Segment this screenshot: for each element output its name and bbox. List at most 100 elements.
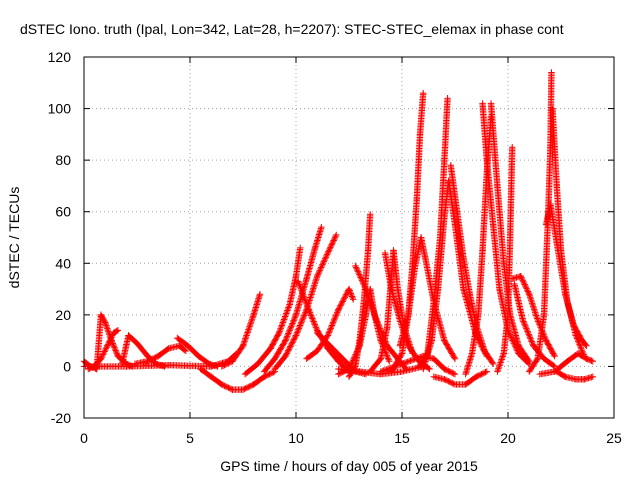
data-point: [441, 376, 448, 383]
data-point: [110, 343, 118, 350]
data-point: [331, 316, 338, 323]
data-point: [359, 278, 366, 286]
data-point: [524, 328, 531, 335]
data-point: [98, 354, 105, 361]
data-point: [355, 344, 363, 351]
data-point: [496, 362, 503, 369]
data-point: [324, 332, 331, 339]
series-33: [542, 200, 590, 349]
data-point: [104, 342, 111, 349]
data-point: [296, 281, 303, 288]
data-point: [221, 382, 228, 389]
data-point: [408, 357, 416, 364]
data-point: [286, 325, 294, 333]
data-point: [508, 335, 516, 343]
data-point: [335, 305, 343, 312]
data-point: [249, 314, 256, 322]
data-point: [242, 335, 249, 342]
data-point: [303, 300, 310, 307]
data-point: [247, 319, 255, 326]
data-point: [327, 244, 334, 251]
data-point: [310, 319, 318, 327]
data-point: [527, 335, 534, 342]
data-point: [426, 365, 433, 373]
data-point: [528, 338, 535, 345]
data-point: [103, 323, 110, 331]
data-point: [304, 303, 311, 310]
data-point: [304, 305, 312, 312]
data-point: [500, 351, 507, 359]
data-point: [281, 338, 288, 346]
data-point: [417, 353, 424, 361]
data-point: [282, 337, 289, 344]
data-point: [331, 234, 339, 241]
data-point: [307, 312, 315, 319]
data-point: [394, 362, 401, 369]
data-point: [482, 369, 489, 376]
data-markers: [80, 69, 596, 393]
data-point: [494, 366, 502, 374]
data-point: [289, 318, 297, 326]
data-point: [306, 307, 313, 315]
data-point: [243, 330, 251, 338]
data-point: [290, 317, 297, 324]
data-point: [523, 325, 530, 332]
data-point: [328, 323, 335, 331]
data-point: [442, 376, 449, 384]
data-point: [529, 339, 536, 347]
data-point: [330, 237, 337, 244]
data-point: [309, 316, 317, 324]
data-point: [542, 335, 549, 343]
data-point: [395, 361, 403, 369]
data-point: [246, 321, 254, 329]
data-point: [534, 316, 541, 324]
data-point: [111, 344, 118, 351]
data-point: [383, 352, 391, 359]
data-point: [356, 271, 363, 278]
data-point: [288, 323, 295, 330]
data-point: [227, 385, 235, 393]
data-point: [329, 320, 336, 328]
data-point: [308, 313, 315, 321]
data-point: [551, 352, 558, 360]
data-point: [112, 347, 119, 354]
data-point: [495, 363, 503, 371]
data-point: [279, 320, 286, 328]
data-point: [523, 326, 531, 334]
data-point: [101, 318, 108, 325]
plot-frame: [83, 56, 615, 419]
data-point: [338, 300, 345, 308]
data-point: [109, 332, 116, 339]
data-point: [315, 270, 322, 277]
data-point: [391, 363, 399, 370]
data-point: [103, 344, 110, 351]
data-point: [323, 333, 331, 340]
data-point: [321, 255, 329, 262]
data-point: [287, 341, 295, 349]
data-point: [328, 241, 335, 248]
data-point: [442, 366, 449, 373]
x-axis-label: GPS time / hours of day 005 of year 2015: [220, 458, 478, 474]
data-point: [298, 288, 306, 295]
data-point: [405, 358, 413, 365]
series-24: [430, 368, 490, 388]
data-point: [221, 361, 228, 369]
data-point: [263, 372, 271, 379]
data-point: [335, 306, 342, 313]
data-point: [242, 385, 249, 392]
data-point: [284, 307, 291, 314]
data-point: [446, 368, 453, 375]
series-8: [241, 244, 304, 378]
data-point: [332, 233, 339, 240]
data-point: [99, 352, 106, 360]
data-point: [218, 381, 225, 388]
y-tick-label: 120: [48, 49, 72, 65]
data-point: [181, 346, 188, 354]
data-point: [244, 327, 252, 335]
data-point: [145, 357, 153, 364]
data-point: [345, 285, 353, 293]
data-point: [282, 336, 290, 343]
data-point: [240, 341, 247, 348]
data-point: [101, 348, 108, 355]
data-point: [420, 363, 427, 370]
